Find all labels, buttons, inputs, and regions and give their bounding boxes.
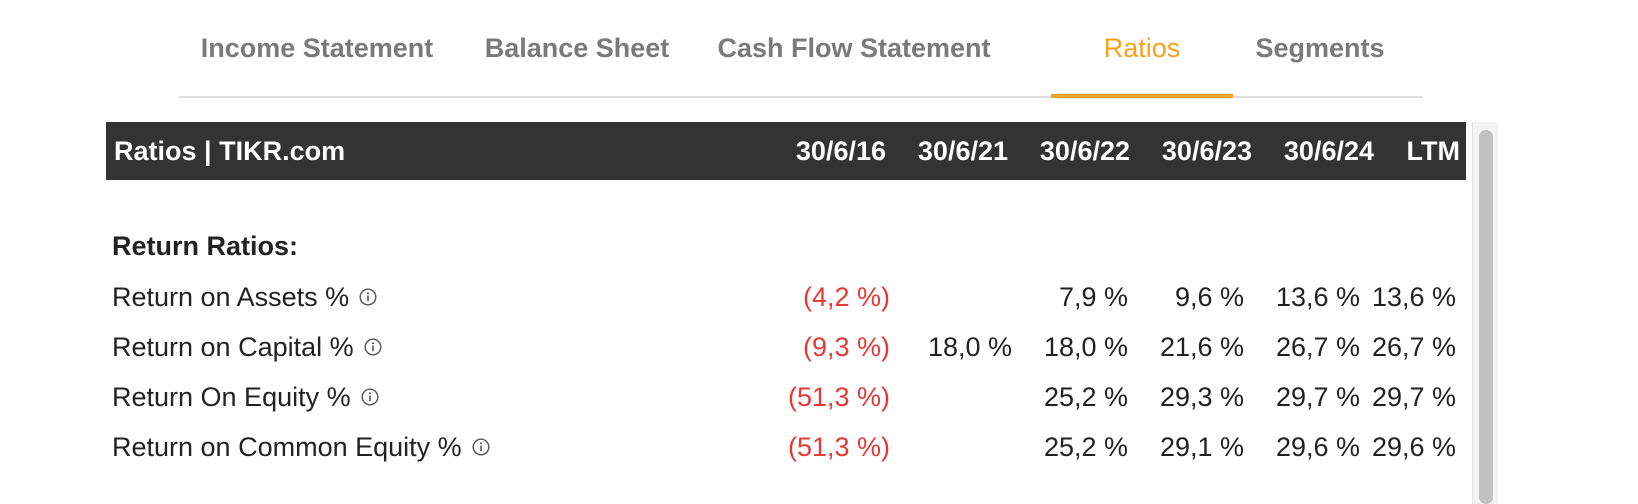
row-label: Return on Common Equity % xyxy=(112,422,490,472)
table-row[interactable]: Return on Common Equity % (51,3 %) 25,2 … xyxy=(106,422,1466,472)
table-cell: 13,6 % xyxy=(1371,282,1456,312)
scrollbar-thumb[interactable] xyxy=(1479,130,1493,504)
info-icon[interactable] xyxy=(472,438,490,456)
table-header-row: Ratios | TIKR.com 30/6/16 30/6/21 30/6/2… xyxy=(106,122,1466,180)
table-cell: 29,7 % xyxy=(1371,382,1456,412)
column-header[interactable]: 30/6/21 xyxy=(917,136,1008,166)
tab-ratios[interactable]: Ratios xyxy=(1051,0,1233,98)
table-cell: 29,6 % xyxy=(1275,432,1360,462)
section-title-return-ratios: Return Ratios: xyxy=(112,231,299,261)
table-cell: 26,7 % xyxy=(1371,332,1456,362)
column-header[interactable]: 30/6/16 xyxy=(795,136,886,166)
table-cell: 18,0 % xyxy=(927,332,1012,362)
vertical-scrollbar[interactable] xyxy=(1472,122,1498,504)
ratios-table: Ratios | TIKR.com 30/6/16 30/6/21 30/6/2… xyxy=(106,122,1466,504)
table-cell: 13,6 % xyxy=(1275,282,1360,312)
info-icon[interactable] xyxy=(359,288,377,306)
table-row[interactable]: Return On Equity % (51,3 %) 25,2 % 29,3 … xyxy=(106,372,1466,422)
table-cell: 25,2 % xyxy=(1043,382,1128,412)
column-header[interactable]: 30/6/23 xyxy=(1161,136,1252,166)
table-title: Ratios | TIKR.com xyxy=(114,136,346,166)
table-cell: (51,3 %) xyxy=(787,382,890,412)
table-cell: 29,7 % xyxy=(1275,382,1360,412)
table-cell: 26,7 % xyxy=(1275,332,1360,362)
row-label-text: Return on Assets % xyxy=(112,282,350,312)
table-cell: (4,2 %) xyxy=(802,282,890,312)
table-cell: (9,3 %) xyxy=(802,332,890,362)
row-label: Return on Assets % xyxy=(112,272,377,322)
table-cell: 21,6 % xyxy=(1159,332,1244,362)
row-label-text: Return on Capital % xyxy=(112,332,354,362)
table-cell: 25,2 % xyxy=(1043,432,1128,462)
table-row[interactable]: Return on Assets % (4,2 %) 7,9 % 9,6 % 1… xyxy=(106,272,1466,322)
column-header[interactable]: 30/6/24 xyxy=(1283,136,1374,166)
column-header[interactable]: 30/6/22 xyxy=(1039,136,1130,166)
table-row[interactable]: Return on Capital % (9,3 %) 18,0 % 18,0 … xyxy=(106,322,1466,372)
tab-segments[interactable]: Segments xyxy=(1255,33,1385,63)
column-header[interactable]: LTM xyxy=(1406,136,1460,166)
table-cell: 29,1 % xyxy=(1159,432,1244,462)
info-icon[interactable] xyxy=(364,338,382,356)
table-cell: 9,6 % xyxy=(1174,282,1244,312)
tab-balance-sheet[interactable]: Balance Sheet xyxy=(484,33,670,63)
table-cell: 29,6 % xyxy=(1371,432,1456,462)
tab-income-statement[interactable]: Income Statement xyxy=(200,33,434,63)
info-icon[interactable] xyxy=(361,388,379,406)
row-label: Return On Equity % xyxy=(112,372,379,422)
row-label-text: Return on Common Equity % xyxy=(112,432,462,462)
table-cell: 7,9 % xyxy=(1058,282,1128,312)
table-cell: 18,0 % xyxy=(1043,332,1128,362)
statement-tabs: Income Statement Balance Sheet Cash Flow… xyxy=(179,0,1423,98)
row-label: Return on Capital % xyxy=(112,322,382,372)
table-cell: 29,3 % xyxy=(1159,382,1244,412)
tab-cash-flow-statement[interactable]: Cash Flow Statement xyxy=(717,33,991,63)
row-label-text: Return On Equity % xyxy=(112,382,351,412)
table-cell: (51,3 %) xyxy=(787,432,890,462)
